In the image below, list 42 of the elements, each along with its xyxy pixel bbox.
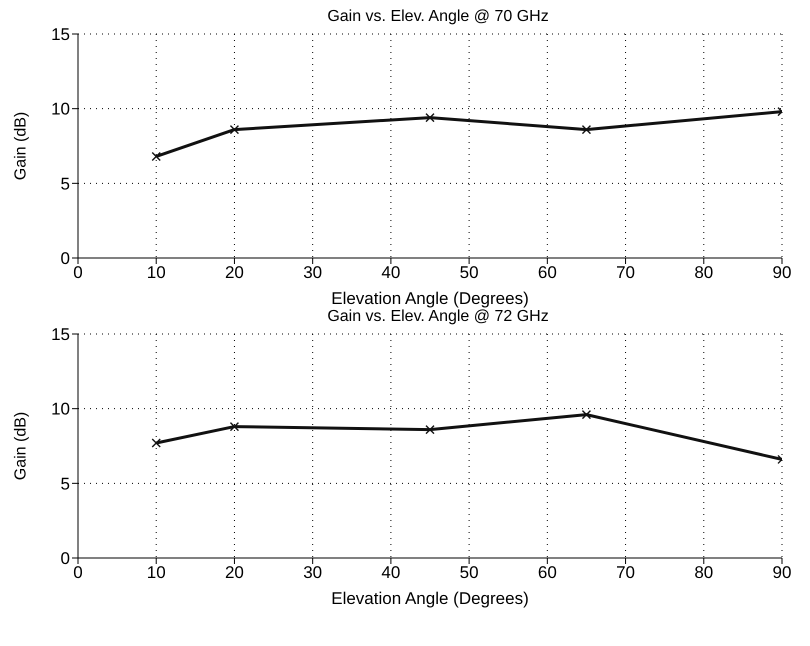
x-tick-label: 90 xyxy=(772,263,792,282)
y-tick-label: 5 xyxy=(60,474,70,494)
y-axis-title: Gain (dB) xyxy=(12,412,30,480)
point xyxy=(230,124,240,134)
y-tick-label: 0 xyxy=(60,249,70,268)
point xyxy=(582,410,592,420)
y-tick-label: 5 xyxy=(60,174,70,194)
x-tick-label: 50 xyxy=(460,263,479,282)
y-tick-label: 10 xyxy=(51,100,70,119)
x-tick-label: 70 xyxy=(616,263,636,282)
x-tick-label: 60 xyxy=(538,563,557,582)
x-tick-label: 60 xyxy=(538,263,557,282)
x-tick-label: 90 xyxy=(772,563,792,582)
x-tick-label: 0 xyxy=(73,563,83,582)
y-axis-title: Gain (dB) xyxy=(12,112,30,180)
x-tick-label: 0 xyxy=(73,263,83,282)
x-tick-label: 40 xyxy=(381,263,400,282)
y-tick-label: 15 xyxy=(51,25,70,44)
y-tick-label: 10 xyxy=(51,400,70,419)
x-tick-label: 40 xyxy=(381,563,400,582)
x-tick-label: 50 xyxy=(460,563,479,582)
y-tick-label: 15 xyxy=(51,325,70,344)
x-tick-label: 30 xyxy=(303,563,322,582)
chart-title: Gain vs. Elev. Angle @ 72 GHz xyxy=(327,308,549,325)
x-axis-title: Elevation Angle (Degrees) xyxy=(331,289,529,308)
point xyxy=(425,112,435,122)
point xyxy=(425,424,435,434)
x-axis-title: Elevation Angle (Degrees) xyxy=(331,589,529,608)
y-tick-label: 0 xyxy=(60,549,70,568)
x-tick-label: 10 xyxy=(146,263,166,282)
point xyxy=(230,422,240,432)
x-tick-label: 80 xyxy=(694,263,714,282)
chart-title: Gain vs. Elev. Angle @ 70 GHz xyxy=(327,8,549,25)
x-tick-label: 20 xyxy=(224,563,244,582)
x-tick-label: 70 xyxy=(616,563,636,582)
x-tick-label: 80 xyxy=(694,563,714,582)
x-tick-label: 20 xyxy=(224,263,244,282)
point xyxy=(152,438,161,448)
point xyxy=(152,152,161,162)
x-tick-label: 10 xyxy=(146,563,166,582)
point xyxy=(582,124,592,134)
x-tick-label: 30 xyxy=(303,263,322,282)
